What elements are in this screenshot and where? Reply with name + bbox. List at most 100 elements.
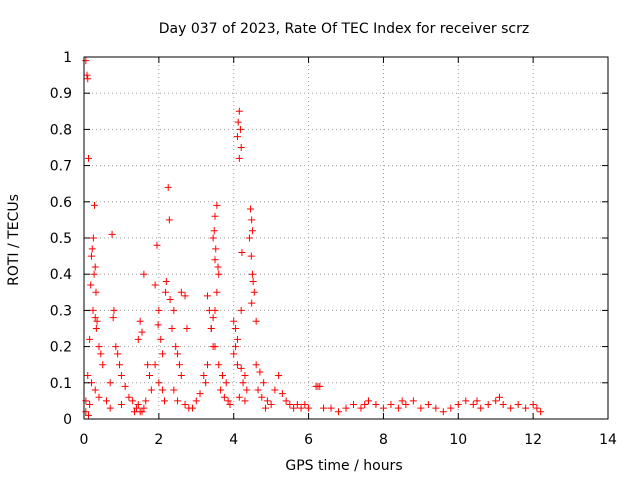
data-point bbox=[258, 393, 266, 401]
data-point bbox=[114, 350, 122, 358]
data-point bbox=[151, 281, 159, 289]
data-point bbox=[248, 270, 256, 278]
data-point bbox=[218, 372, 226, 380]
data-point bbox=[247, 205, 255, 213]
x-axis-label: GPS time / hours bbox=[285, 458, 402, 474]
data-point bbox=[235, 393, 243, 401]
data-point bbox=[170, 306, 178, 314]
data-point bbox=[379, 404, 387, 412]
data-point bbox=[484, 401, 492, 409]
data-point bbox=[164, 183, 172, 191]
data-point bbox=[174, 397, 182, 405]
data-point bbox=[209, 234, 217, 242]
data-point bbox=[87, 281, 95, 289]
data-point bbox=[241, 372, 249, 380]
data-point bbox=[316, 382, 324, 390]
y-axis-label: ROTI / TECUs bbox=[6, 194, 22, 286]
data-point bbox=[82, 57, 90, 65]
data-point bbox=[210, 227, 218, 235]
data-point bbox=[462, 397, 470, 405]
data-point bbox=[134, 401, 142, 409]
data-point bbox=[233, 361, 241, 369]
data-point bbox=[84, 75, 92, 83]
data-point bbox=[134, 335, 142, 343]
data-point bbox=[132, 404, 140, 412]
data-point bbox=[214, 263, 222, 271]
y-tick-label: 0.7 bbox=[50, 159, 72, 175]
data-point bbox=[90, 201, 98, 209]
data-point bbox=[211, 256, 219, 264]
data-point bbox=[83, 71, 91, 79]
x-tick-label: 12 bbox=[524, 432, 542, 448]
data-point bbox=[211, 212, 219, 220]
y-tick-label: 0.9 bbox=[50, 86, 72, 102]
data-point bbox=[235, 107, 243, 115]
data-point bbox=[189, 404, 197, 412]
data-point bbox=[222, 379, 230, 387]
data-point bbox=[529, 401, 537, 409]
data-point bbox=[342, 404, 350, 412]
data-point bbox=[357, 404, 365, 412]
data-point bbox=[522, 404, 530, 412]
data-point bbox=[129, 397, 137, 405]
data-point bbox=[477, 404, 485, 412]
data-point bbox=[92, 288, 100, 296]
data-point bbox=[209, 314, 217, 322]
data-point bbox=[108, 230, 116, 238]
data-point bbox=[90, 270, 98, 278]
data-point bbox=[293, 401, 301, 409]
data-point bbox=[243, 386, 251, 394]
data-points bbox=[82, 57, 545, 419]
data-point bbox=[402, 401, 410, 409]
data-point bbox=[232, 343, 240, 351]
data-point bbox=[224, 397, 232, 405]
data-point bbox=[282, 397, 290, 405]
x-tick-label: 8 bbox=[379, 432, 388, 448]
data-point bbox=[144, 361, 152, 369]
data-point bbox=[301, 401, 309, 409]
data-point bbox=[202, 379, 210, 387]
data-point bbox=[439, 408, 447, 416]
data-point bbox=[84, 372, 92, 380]
data-point bbox=[217, 386, 225, 394]
y-tick-label: 0.5 bbox=[50, 231, 72, 247]
data-point bbox=[247, 252, 255, 260]
data-point bbox=[241, 397, 249, 405]
data-point bbox=[192, 397, 200, 405]
data-point bbox=[447, 404, 455, 412]
data-point bbox=[278, 390, 286, 398]
data-point bbox=[237, 364, 245, 372]
data-point bbox=[87, 252, 95, 260]
data-point bbox=[200, 372, 208, 380]
data-point bbox=[238, 248, 246, 256]
data-point bbox=[233, 335, 241, 343]
data-point bbox=[153, 241, 161, 249]
data-point bbox=[155, 379, 163, 387]
data-point bbox=[95, 343, 103, 351]
data-point bbox=[492, 397, 500, 405]
data-point bbox=[125, 393, 133, 401]
data-point bbox=[174, 350, 182, 358]
data-point bbox=[454, 401, 462, 409]
x-tick-label: 10 bbox=[449, 432, 467, 448]
data-point bbox=[473, 397, 481, 405]
data-point bbox=[424, 401, 432, 409]
y-tick-label: 0 bbox=[63, 412, 72, 428]
data-point bbox=[230, 350, 238, 358]
data-point bbox=[263, 397, 271, 405]
y-tick-label: 0.4 bbox=[50, 267, 72, 283]
data-point bbox=[146, 372, 153, 380]
data-point bbox=[165, 216, 173, 224]
data-point bbox=[204, 361, 212, 369]
data-point bbox=[138, 408, 146, 416]
data-point bbox=[248, 216, 256, 224]
data-point bbox=[250, 288, 258, 296]
x-axis-ticks: 0 2 4 6 8 10 12 14 bbox=[80, 57, 617, 448]
data-point bbox=[88, 245, 96, 253]
data-point bbox=[162, 288, 170, 296]
data-point bbox=[220, 393, 228, 401]
x-tick-label: 2 bbox=[154, 432, 163, 448]
data-point bbox=[89, 306, 97, 314]
data-point bbox=[84, 154, 92, 162]
data-point bbox=[271, 386, 279, 394]
